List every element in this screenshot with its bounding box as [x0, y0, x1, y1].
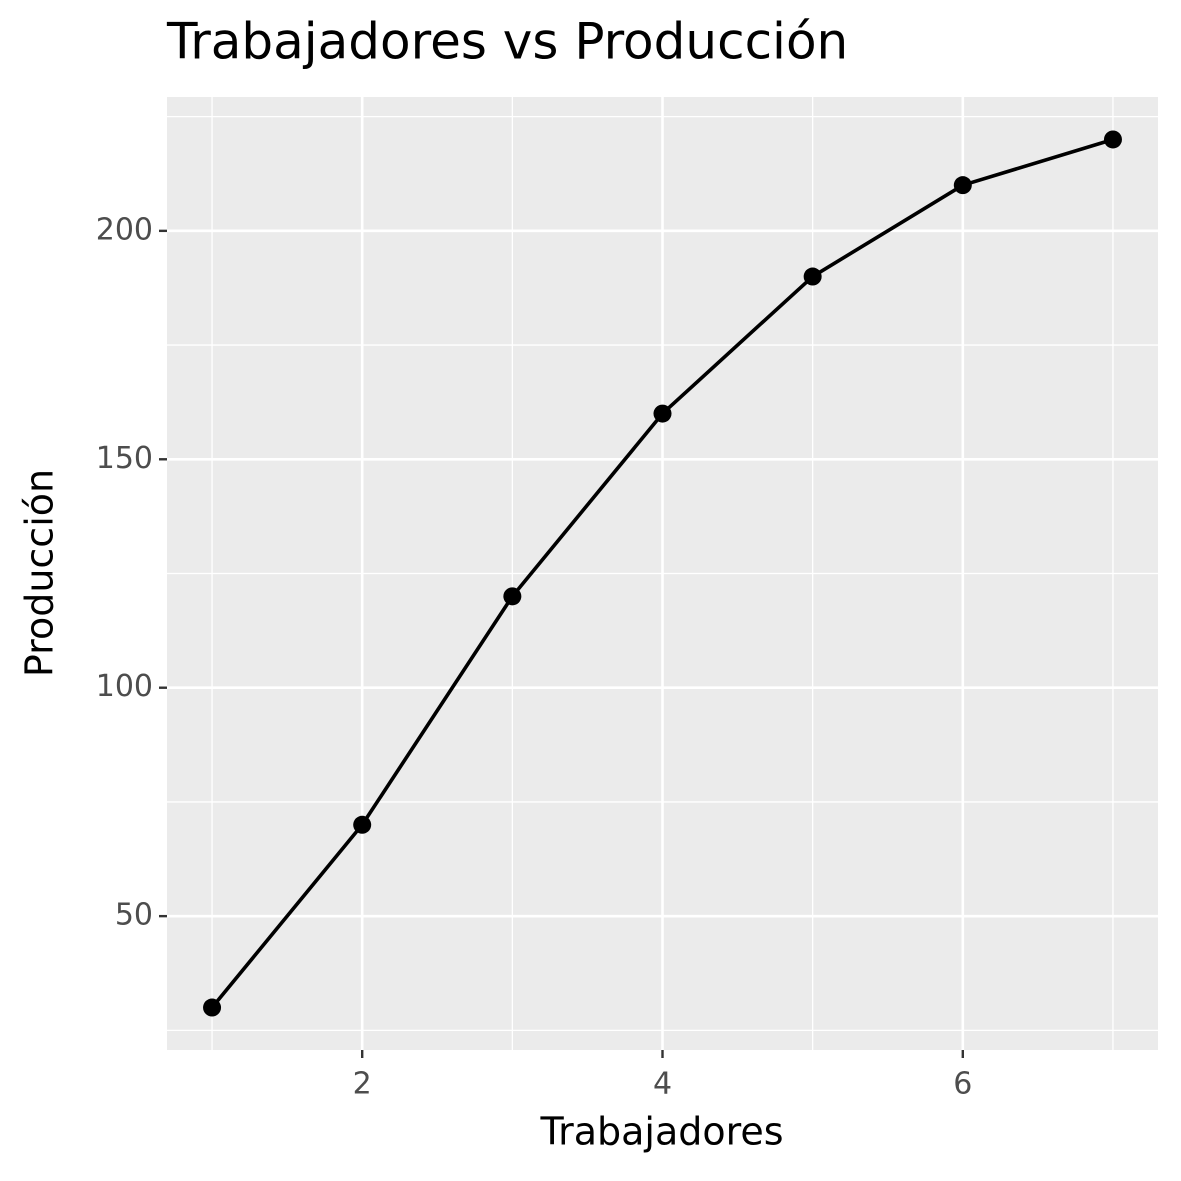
- y-tick-label: 150: [96, 441, 153, 476]
- y-axis-title: Producción: [18, 469, 62, 677]
- point: [353, 815, 372, 834]
- y-tick-label: 50: [115, 898, 153, 933]
- chart-title: Trabajadores vs Producción: [166, 13, 848, 71]
- y-tick-label: 200: [96, 212, 153, 247]
- y-tick-label: 100: [96, 669, 153, 704]
- x-tick-label: 2: [353, 1067, 372, 1102]
- point: [203, 998, 222, 1017]
- point: [803, 267, 822, 286]
- point: [1103, 130, 1122, 149]
- x-tick-label: 4: [653, 1067, 672, 1102]
- point: [953, 176, 972, 195]
- x-tick-label: 6: [953, 1067, 972, 1102]
- point: [653, 404, 672, 423]
- x-axis-title: Trabajadores: [539, 1110, 783, 1154]
- point: [503, 587, 522, 606]
